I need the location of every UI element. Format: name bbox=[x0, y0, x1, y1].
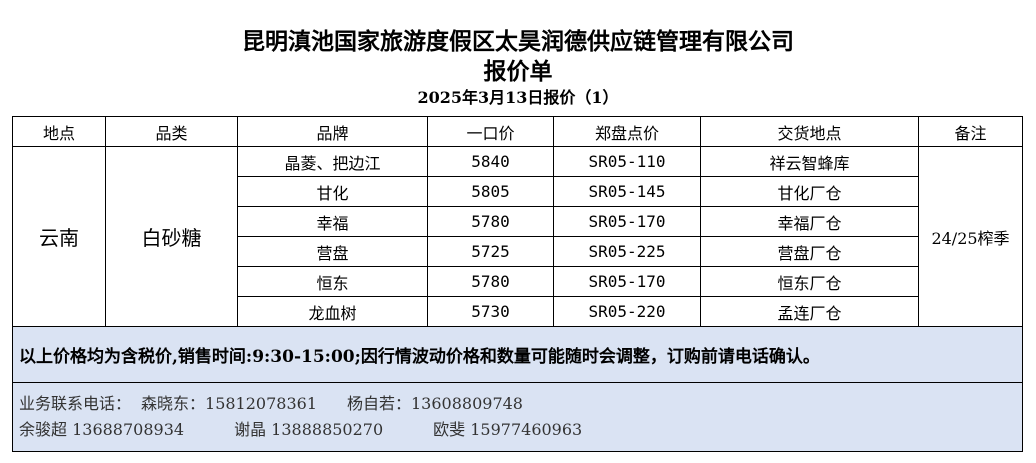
price-cell: 5780 bbox=[427, 266, 554, 297]
brand-cell: 营盘 bbox=[237, 236, 428, 267]
brand-cell: 甘化 bbox=[237, 176, 428, 207]
delivery-cell: 甘化厂仓 bbox=[700, 176, 919, 207]
header-delivery: 交货地点 bbox=[700, 116, 919, 147]
contact-info: 业务联系电话： 森晓东：15812078361 杨自若：13608809748 余骏… bbox=[12, 382, 1023, 452]
futures-cell: SR05-220 bbox=[553, 296, 701, 327]
contact-1: 森晓东：15812078361 bbox=[141, 394, 317, 413]
table-row: 恒东 5780 SR05-170 恒东厂仓 bbox=[13, 266, 1023, 297]
quote-date: 2025年3月13日报价（1） bbox=[417, 88, 619, 107]
price-cell: 5725 bbox=[427, 236, 554, 267]
table-row: 营盘 5725 SR05-225 营盘厂仓 bbox=[13, 236, 1023, 267]
contact-5: 欧斐 15977460963 bbox=[433, 420, 583, 439]
brand-cell: 晶菱、把边江 bbox=[237, 146, 428, 177]
table-row: 甘化 5805 SR05-145 甘化厂仓 bbox=[13, 176, 1023, 207]
contact-4: 谢晶 13888850270 bbox=[234, 420, 384, 439]
delivery-cell: 恒东厂仓 bbox=[700, 266, 919, 297]
contact-row: 业务联系电话： 森晓东：15812078361 杨自若：13608809748 余骏… bbox=[12, 382, 1023, 452]
document-title: 报价单 bbox=[483, 58, 553, 85]
contact-2: 杨自若：13608809748 bbox=[347, 394, 523, 413]
remark-cell: 24/25榨季 bbox=[918, 146, 1023, 327]
table-row: 幸福 5780 SR05-170 幸福厂仓 bbox=[13, 206, 1023, 237]
header-futures: 郑盘点价 bbox=[553, 116, 701, 147]
brand-cell: 龙血树 bbox=[237, 296, 428, 327]
brand-cell: 恒东 bbox=[237, 266, 428, 297]
category-cell: 白砂糖 bbox=[105, 146, 238, 327]
header-category: 品类 bbox=[105, 116, 238, 147]
futures-cell: SR05-225 bbox=[553, 236, 701, 267]
price-note: 以上价格均为含税价,销售时间:9:30-15:00;因行情波动价格和数量可能随时… bbox=[12, 326, 1023, 383]
price-cell: 5730 bbox=[427, 296, 554, 327]
contact-label: 业务联系电话： bbox=[19, 394, 132, 413]
header-remark: 备注 bbox=[918, 116, 1023, 147]
contact-3: 余骏超 13688708934 bbox=[19, 420, 185, 439]
delivery-cell: 祥云智蜂库 bbox=[700, 146, 919, 177]
company-title: 昆明滇池国家旅游度假区太昊润德供应链管理有限公司 bbox=[242, 28, 794, 55]
price-table: 地点 品类 品牌 一口价 郑盘点价 交货地点 备注 云南 白砂糖 晶菱、把边江 … bbox=[12, 116, 1023, 452]
table-row: 云南 白砂糖 晶菱、把边江 5840 SR05-110 祥云智蜂库 24/25榨… bbox=[12, 146, 1023, 327]
futures-cell: SR05-145 bbox=[553, 176, 701, 207]
delivery-cell: 孟连厂仓 bbox=[700, 296, 919, 327]
futures-cell: SR05-170 bbox=[553, 206, 701, 237]
price-cell: 5780 bbox=[427, 206, 554, 237]
futures-cell: SR05-110 bbox=[553, 146, 701, 177]
price-cell: 5840 bbox=[427, 146, 554, 177]
futures-cell: SR05-170 bbox=[553, 266, 701, 297]
header-location: 地点 bbox=[12, 116, 106, 147]
delivery-cell: 幸福厂仓 bbox=[700, 206, 919, 237]
brand-cell: 幸福 bbox=[237, 206, 428, 237]
table-row: 龙血树 5730 SR05-220 孟连厂仓 bbox=[13, 296, 1023, 327]
price-cell: 5805 bbox=[427, 176, 554, 207]
delivery-cell: 营盘厂仓 bbox=[700, 236, 919, 267]
header-row: 地点 品类 品牌 一口价 郑盘点价 交货地点 备注 bbox=[12, 116, 1023, 147]
header-price: 一口价 bbox=[427, 116, 554, 147]
location-cell: 云南 bbox=[12, 146, 106, 327]
note-row: 以上价格均为含税价,销售时间:9:30-15:00;因行情波动价格和数量可能随时… bbox=[12, 326, 1023, 383]
header-brand: 品牌 bbox=[237, 116, 428, 147]
